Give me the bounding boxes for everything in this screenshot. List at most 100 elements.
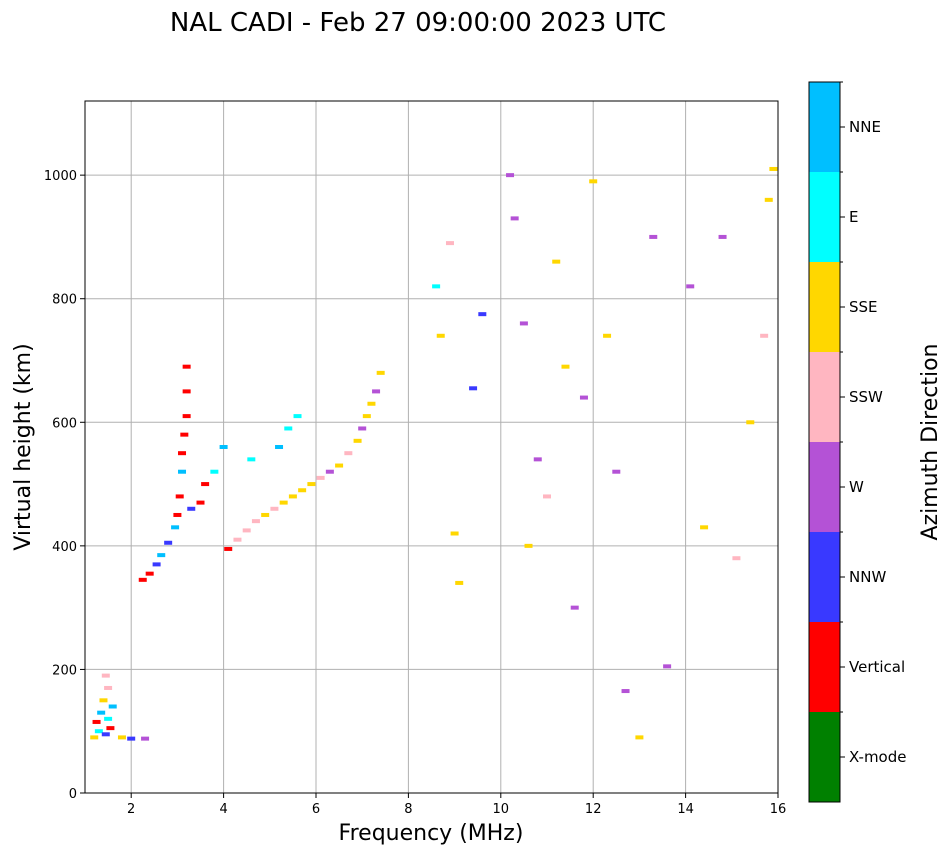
echo-point — [603, 333, 612, 338]
y-tick-label: 1000 — [44, 169, 77, 184]
echo-point — [335, 463, 344, 468]
echo-point — [178, 451, 187, 456]
echo-point — [579, 395, 588, 400]
echo-point — [108, 704, 117, 709]
colorbar-segment — [809, 352, 840, 442]
echo-point — [275, 445, 284, 449]
echo-point — [663, 664, 672, 669]
colorbar-tick-label: W — [849, 478, 864, 496]
colorbar-segment — [809, 262, 840, 352]
echo-point — [210, 469, 219, 474]
x-tick-label: 2 — [127, 802, 135, 817]
echo-point — [171, 525, 180, 530]
echo-point — [469, 386, 478, 391]
echo-point — [145, 571, 154, 576]
colorbar-segment — [809, 82, 840, 172]
x-tick-label: 12 — [585, 802, 602, 817]
y-tick-label: 0 — [69, 787, 77, 802]
echo-point — [718, 234, 727, 239]
echo-point — [344, 451, 353, 456]
echo-point — [157, 553, 166, 558]
echo-point — [187, 506, 196, 511]
echo-point — [284, 426, 293, 431]
echo-point — [219, 445, 228, 449]
echo-point — [764, 197, 773, 202]
echo-point — [94, 729, 103, 734]
echo-point — [180, 432, 189, 437]
echo-point — [552, 259, 561, 264]
echo-point — [450, 531, 459, 536]
echo-point — [686, 284, 695, 289]
echo-point — [201, 482, 210, 487]
echo-point — [621, 689, 630, 694]
echo-point — [101, 673, 110, 678]
y-tick-label: 200 — [52, 663, 77, 678]
echo-point — [97, 710, 106, 715]
echo-point — [358, 426, 367, 431]
x-axis-label: Frequency (MHz) — [339, 821, 524, 846]
echo-point — [99, 698, 108, 703]
colorbar-tick-label: NNW — [849, 568, 886, 586]
echo-point — [376, 370, 385, 375]
colorbar-tick-label: SSW — [849, 388, 883, 406]
colorbar-tick-label: SSE — [849, 298, 878, 316]
x-tick-label: 14 — [677, 802, 694, 817]
echo-point — [173, 512, 182, 517]
echo-point — [270, 506, 279, 511]
echo-point — [182, 414, 191, 419]
echo-point — [561, 364, 570, 369]
echo-point — [293, 414, 302, 419]
echo-point — [182, 364, 191, 369]
echo-point — [251, 519, 260, 524]
echo-point — [90, 735, 99, 740]
x-tick-label: 10 — [493, 802, 510, 817]
echo-point — [325, 469, 334, 474]
echo-point — [307, 482, 316, 487]
echo-point — [182, 389, 191, 394]
echo-point — [635, 735, 644, 740]
echo-point — [436, 333, 445, 338]
echo-point — [242, 528, 251, 533]
echo-point — [445, 241, 454, 246]
echo-point — [288, 494, 297, 499]
colorbar-tick-label: NNE — [849, 118, 881, 136]
echo-point — [178, 469, 187, 474]
echo-point — [367, 401, 376, 406]
echo-point — [432, 284, 441, 289]
echo-point — [760, 333, 769, 338]
echo-point — [700, 525, 709, 530]
echo-point — [92, 719, 101, 724]
x-tick-label: 8 — [404, 802, 412, 817]
echo-point — [570, 605, 579, 610]
echo-point — [141, 736, 150, 741]
plot-frame — [84, 100, 779, 794]
echo-point — [224, 546, 233, 551]
y-axis-ticks: 0 200 400 600 800 1000 — [44, 169, 85, 802]
colorbar-segment — [809, 532, 840, 622]
echo-point — [164, 540, 173, 545]
echo-point — [362, 414, 371, 419]
echo-point — [233, 537, 242, 542]
colorbar: X-mode Vertical NNW W SSW SSE E NNE — [808, 81, 906, 803]
chart-title: NAL CADI - Feb 27 09:00:00 2023 UTC — [170, 8, 666, 38]
echo-point — [533, 457, 542, 462]
colorbar-tick-label: X-mode — [849, 748, 906, 766]
x-tick-label: 16 — [770, 802, 787, 817]
echo-point — [104, 716, 113, 721]
colorbar-tick-label: Vertical — [849, 658, 905, 676]
echo-point — [247, 457, 256, 462]
echo-point — [117, 735, 126, 740]
echo-point — [510, 216, 519, 221]
echo-point — [543, 494, 551, 499]
echo-point — [106, 726, 115, 731]
echo-point — [478, 312, 487, 317]
y-tick-label: 400 — [52, 540, 77, 555]
echo-point — [519, 321, 528, 326]
echo-point — [589, 179, 598, 184]
y-tick-label: 600 — [52, 416, 77, 431]
colorbar-segment — [809, 442, 840, 532]
echo-point — [353, 438, 362, 443]
x-tick-label: 6 — [312, 802, 320, 817]
echo-point — [524, 543, 533, 548]
y-tick-label: 800 — [52, 293, 77, 308]
